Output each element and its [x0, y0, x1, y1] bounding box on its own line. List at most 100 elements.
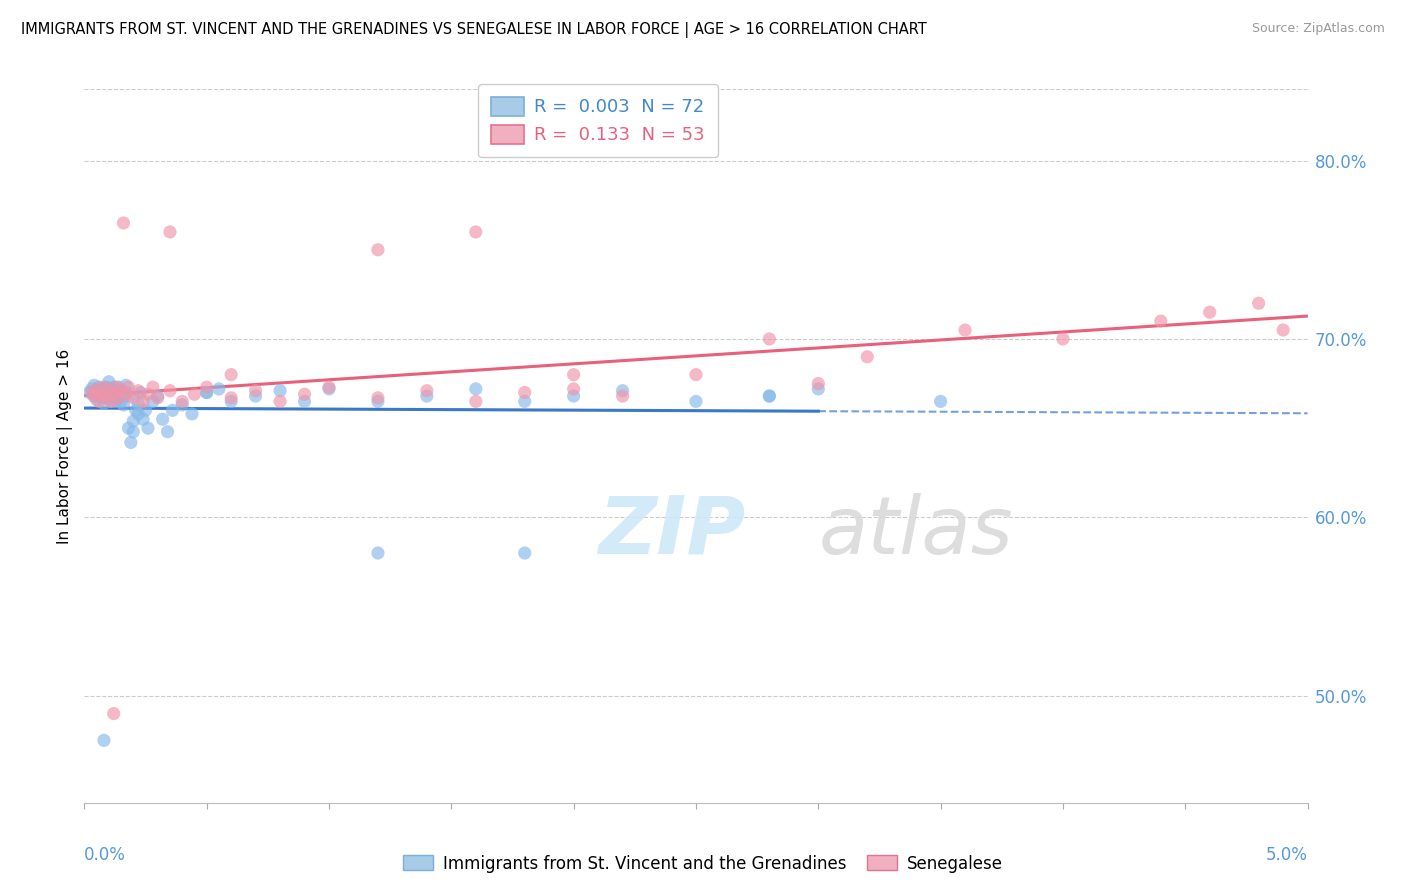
Point [146, 391, 169, 405]
Point [87, 394, 110, 409]
Point [83, 389, 105, 403]
Point [120, 435, 142, 450]
Point [195, 385, 218, 400]
Point [115, 378, 138, 392]
Point [513, 394, 536, 409]
Point [96, 387, 118, 401]
Point [1150, 314, 1173, 328]
Point [416, 384, 439, 398]
Point [513, 546, 536, 560]
Point [97, 384, 120, 398]
Point [110, 394, 132, 409]
Point [103, 706, 125, 721]
Point [367, 546, 389, 560]
Point [100, 387, 122, 401]
Point [219, 368, 242, 382]
Point [103, 384, 125, 398]
Y-axis label: In Labor Force | Age > 16: In Labor Force | Age > 16 [58, 349, 73, 543]
Point [269, 384, 291, 398]
Point [77, 385, 100, 400]
Point [208, 382, 231, 396]
Point [103, 387, 125, 401]
Point [103, 391, 125, 405]
Text: 5.0%: 5.0% [1265, 846, 1308, 863]
Text: atlas: atlas [818, 492, 1014, 571]
Point [87, 380, 110, 394]
Point [146, 389, 169, 403]
Text: 0.0%: 0.0% [84, 846, 127, 863]
Point [93, 385, 115, 400]
Point [80, 382, 103, 396]
Point [562, 389, 585, 403]
Point [100, 394, 122, 409]
Point [122, 414, 145, 428]
Point [127, 384, 149, 398]
Point [562, 382, 585, 396]
Point [105, 380, 128, 394]
Point [96, 391, 118, 405]
Point [513, 385, 536, 400]
Point [96, 380, 118, 394]
Point [127, 396, 149, 410]
Point [685, 368, 707, 382]
Point [90, 382, 112, 396]
Point [219, 391, 242, 405]
Point [318, 380, 340, 394]
Point [117, 421, 139, 435]
Point [97, 375, 120, 389]
Point [93, 733, 115, 747]
Point [105, 387, 128, 401]
Point [159, 384, 181, 398]
Point [367, 391, 389, 405]
Point [159, 225, 181, 239]
Point [195, 380, 218, 394]
Point [86, 384, 108, 398]
Point [1052, 332, 1074, 346]
Point [90, 387, 112, 401]
Point [464, 382, 486, 396]
Point [125, 403, 148, 417]
Point [464, 394, 486, 409]
Point [758, 332, 780, 346]
Point [105, 394, 128, 409]
Point [294, 394, 316, 409]
Point [294, 387, 316, 401]
Point [562, 368, 585, 382]
Point [464, 225, 486, 239]
Point [136, 387, 159, 401]
Point [110, 384, 132, 398]
Point [1247, 296, 1270, 310]
Point [612, 384, 634, 398]
Point [87, 387, 110, 401]
Point [195, 385, 218, 400]
Text: Source: ZipAtlas.com: Source: ZipAtlas.com [1251, 22, 1385, 36]
Point [110, 384, 132, 398]
Point [152, 412, 174, 426]
Point [122, 425, 145, 439]
Point [80, 385, 103, 400]
Point [1198, 305, 1220, 319]
Point [132, 394, 155, 409]
Point [112, 216, 135, 230]
Point [953, 323, 976, 337]
Legend: Immigrants from St. Vincent and the Grenadines, Senegalese: Immigrants from St. Vincent and the Gren… [396, 848, 1010, 880]
Point [132, 412, 155, 426]
Point [115, 385, 138, 400]
Point [136, 421, 159, 435]
Point [856, 350, 879, 364]
Point [100, 394, 122, 409]
Point [83, 389, 105, 403]
Point [142, 394, 165, 409]
Point [183, 387, 205, 401]
Point [612, 389, 634, 403]
Point [90, 391, 112, 405]
Point [97, 389, 120, 403]
Point [142, 380, 165, 394]
Point [367, 243, 389, 257]
Point [172, 394, 194, 409]
Point [83, 378, 105, 392]
Point [318, 382, 340, 396]
Point [86, 382, 108, 396]
Point [162, 403, 184, 417]
Point [219, 394, 242, 409]
